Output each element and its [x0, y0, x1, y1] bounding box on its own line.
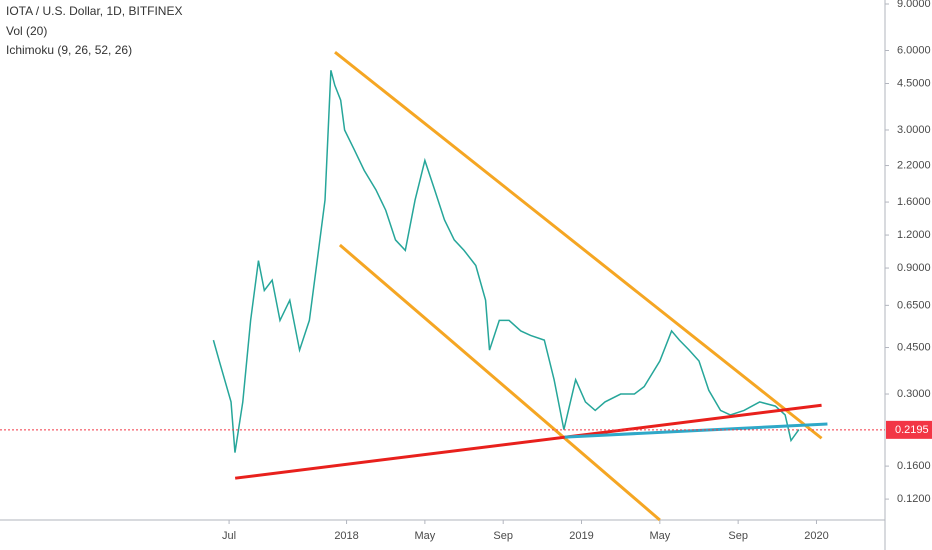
x-tick-label: 2019: [569, 530, 593, 542]
x-tick-label: 2020: [804, 530, 828, 542]
y-tick-label: 0.6500: [897, 299, 931, 311]
y-tick-label: 2.2000: [897, 159, 931, 171]
indicator-label: Vol (20): [6, 24, 47, 38]
y-tick-label: 0.9000: [897, 262, 931, 274]
trend-line: [234, 403, 822, 480]
chart-title: IOTA / U.S. Dollar, 1D, BITFINEX: [6, 4, 182, 18]
y-tick-label: 0.4500: [897, 341, 931, 353]
y-tick-label: 3.0000: [897, 124, 931, 136]
price-line: [212, 70, 800, 453]
trend-line: [334, 51, 823, 440]
last-price-box: [886, 420, 932, 439]
y-tick-label: 9.0000: [897, 0, 931, 10]
x-tick-label: Sep: [493, 530, 513, 542]
y-tick-label: 1.6000: [897, 196, 931, 208]
trend-line: [564, 422, 828, 439]
indicator-label: Ichimoku (9, 26, 52, 26): [6, 43, 132, 57]
y-tick-label: 1.2000: [897, 229, 931, 241]
y-tick-label: 0.1200: [897, 493, 931, 505]
x-tick-label: Jul: [222, 530, 236, 542]
y-tick-label: 6.0000: [897, 44, 931, 56]
y-tick-label: 0.1600: [897, 460, 931, 472]
x-tick-label: Sep: [728, 530, 748, 542]
y-tick-label: 4.5000: [897, 77, 931, 89]
last-price-label: 0.2195: [895, 424, 929, 436]
trend-line: [338, 243, 661, 522]
y-tick-label: 0.3000: [897, 388, 931, 400]
x-tick-label: 2018: [334, 530, 358, 542]
x-tick-label: May: [649, 530, 670, 542]
x-tick-label: May: [414, 530, 435, 542]
